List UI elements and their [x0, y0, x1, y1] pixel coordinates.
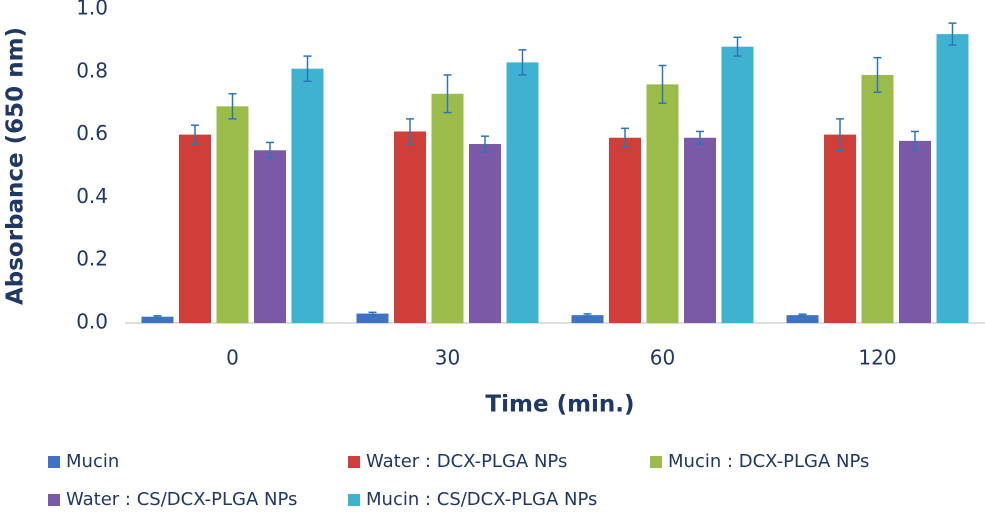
bar — [646, 84, 679, 323]
legend-label: Mucin — [66, 451, 119, 472]
x-tick-label: 0 — [226, 346, 239, 370]
bar — [721, 46, 754, 324]
legend-swatch — [650, 456, 662, 468]
bar — [431, 93, 464, 323]
bar — [824, 134, 856, 323]
legend-label: Mucin : CS/DCX-PLGA NPs — [366, 489, 597, 510]
legend-label: Water : DCX-PLGA NPs — [366, 451, 567, 472]
legend-swatch — [48, 494, 60, 506]
y-axis-title: Absorbance (650 nm) — [3, 27, 29, 305]
y-tick-label: 0.8 — [76, 58, 108, 82]
bar — [254, 150, 286, 323]
bar — [936, 34, 969, 324]
legend-swatch — [348, 456, 360, 468]
bar — [684, 137, 716, 323]
legend-label: Mucin : DCX-PLGA NPs — [668, 451, 869, 472]
bar — [469, 144, 501, 323]
x-tick-label: 60 — [650, 346, 675, 370]
bar — [571, 315, 604, 323]
bar — [291, 68, 324, 323]
bar — [394, 131, 426, 323]
legend-label: Water : CS/DCX-PLGA NPs — [66, 489, 297, 510]
bar — [899, 140, 931, 323]
bar — [609, 137, 641, 323]
x-axis-title: Time (min.) — [485, 392, 634, 418]
y-tick-label: 0.0 — [76, 310, 108, 334]
y-tick-label: 1.0 — [76, 0, 108, 20]
bar — [506, 62, 539, 323]
x-tick-label: 30 — [435, 346, 460, 370]
y-tick-label: 0.2 — [76, 247, 108, 271]
bar — [216, 106, 249, 323]
bar — [179, 134, 211, 323]
bar — [861, 74, 894, 323]
y-tick-label: 0.4 — [76, 184, 108, 208]
bar — [141, 316, 174, 323]
bar — [786, 315, 819, 323]
legend-swatch — [48, 456, 60, 468]
x-tick-label: 120 — [858, 346, 896, 370]
y-tick-label: 0.6 — [76, 121, 108, 145]
legend-swatch — [348, 494, 360, 506]
bar — [356, 313, 389, 323]
